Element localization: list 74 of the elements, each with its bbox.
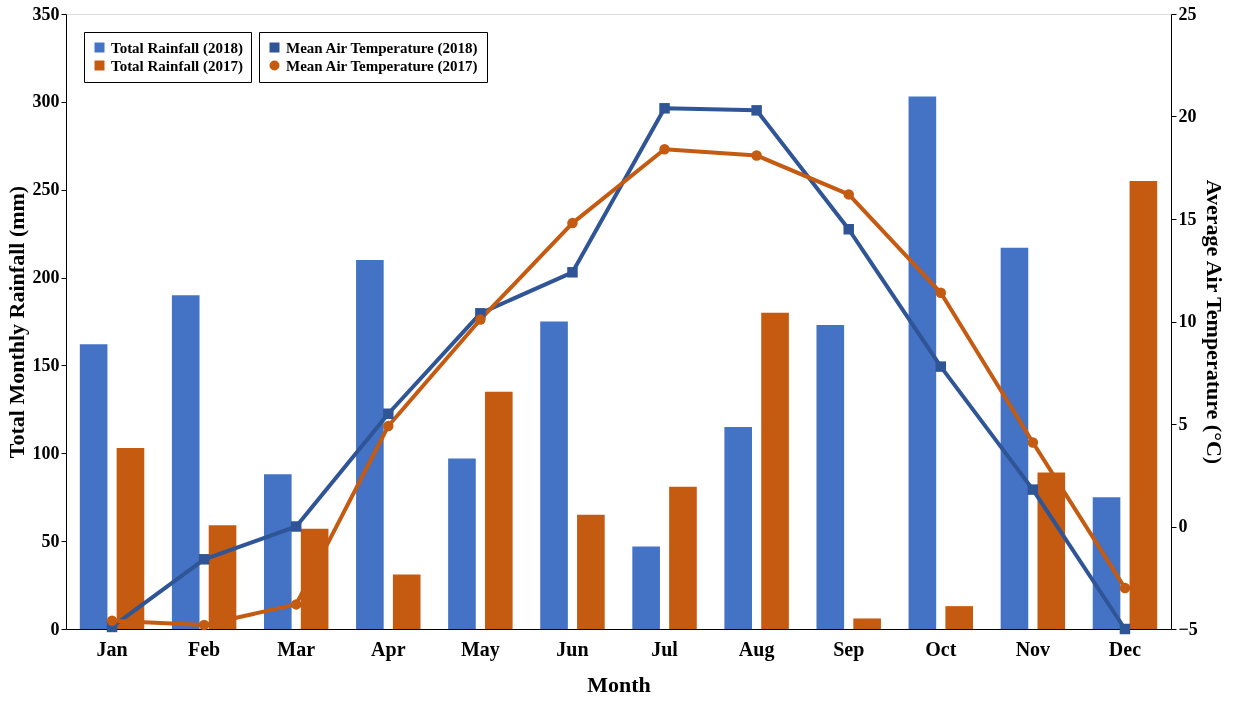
bar bbox=[669, 486, 697, 629]
x-tick-label: Sep bbox=[833, 637, 865, 661]
point bbox=[751, 105, 762, 116]
point bbox=[290, 521, 302, 532]
legend-label: Mean Air Temperature (2017) bbox=[286, 57, 478, 75]
point bbox=[659, 103, 670, 114]
point bbox=[567, 267, 578, 278]
y-tick-label: 350 bbox=[32, 3, 60, 24]
bar bbox=[853, 618, 881, 629]
bar bbox=[263, 474, 292, 629]
legend-label: Mean Air Temperature (2018) bbox=[286, 39, 478, 57]
point bbox=[935, 361, 947, 372]
point bbox=[475, 314, 486, 325]
bar bbox=[816, 325, 845, 629]
bar bbox=[632, 546, 660, 629]
x-tick-label: Feb bbox=[188, 637, 221, 660]
y2-tick-label: 0 bbox=[1178, 516, 1188, 536]
x-tick-label: Mar bbox=[277, 637, 316, 660]
point bbox=[198, 554, 210, 565]
bar bbox=[392, 574, 421, 629]
point bbox=[751, 150, 762, 161]
y2-tick-label: 5 bbox=[1178, 413, 1188, 434]
y-tick-label: 150 bbox=[32, 354, 60, 375]
x-tick-label: Jun bbox=[556, 637, 589, 660]
y2-tick-label: 20 bbox=[1178, 106, 1197, 126]
point bbox=[843, 189, 854, 200]
point bbox=[843, 224, 854, 235]
legend-label: Total Rainfall (2017) bbox=[111, 57, 243, 75]
y-tick-label: 100 bbox=[32, 442, 60, 463]
bar bbox=[908, 96, 937, 629]
bar bbox=[79, 344, 108, 629]
bar bbox=[1000, 247, 1029, 629]
point bbox=[1119, 582, 1131, 594]
y-tick-label: 300 bbox=[32, 91, 60, 112]
y-tick-label: 250 bbox=[32, 179, 60, 200]
x-tick-label: Jan bbox=[96, 637, 128, 660]
x-tick-label: Dec bbox=[1108, 637, 1142, 660]
point bbox=[1027, 437, 1039, 448]
bar bbox=[577, 514, 605, 629]
bar bbox=[945, 606, 974, 629]
x-tick-label: May bbox=[460, 637, 500, 661]
bar bbox=[540, 321, 568, 629]
point bbox=[198, 619, 210, 631]
x-axis-title: Month bbox=[587, 671, 651, 697]
point bbox=[567, 217, 578, 229]
point bbox=[106, 615, 118, 627]
point bbox=[383, 420, 394, 432]
x-tick-label: Oct bbox=[925, 637, 957, 660]
bar bbox=[724, 426, 753, 629]
bar bbox=[356, 260, 384, 629]
point bbox=[383, 408, 394, 419]
point bbox=[935, 287, 947, 299]
bar bbox=[484, 391, 513, 629]
y2-tick-label: −5 bbox=[1178, 618, 1198, 639]
y-axis-title: Total Monthly Rainfall (mm) bbox=[3, 185, 29, 459]
point bbox=[659, 144, 670, 155]
x-tick-label: Aug bbox=[738, 637, 775, 661]
legend-label: Total Rainfall (2018) bbox=[111, 39, 243, 57]
point bbox=[290, 599, 302, 610]
point bbox=[1027, 484, 1039, 495]
bar bbox=[761, 312, 789, 629]
x-tick-label: Jul bbox=[651, 637, 679, 660]
x-tick-label: Nov bbox=[1015, 637, 1051, 660]
x-tick-label: Apr bbox=[371, 637, 406, 661]
y2-tick-label: 10 bbox=[1178, 311, 1197, 331]
y2-axis-title: Average Air Temperature (°C) bbox=[1201, 179, 1227, 465]
point bbox=[1119, 623, 1131, 635]
y-tick-label: 50 bbox=[41, 530, 60, 551]
bar bbox=[448, 458, 476, 629]
y2-tick-label: 25 bbox=[1178, 3, 1197, 24]
y-tick-label: 200 bbox=[32, 267, 60, 288]
y-tick-label: 0 bbox=[50, 618, 60, 639]
bar bbox=[171, 295, 200, 629]
y2-tick-label: 15 bbox=[1178, 208, 1197, 229]
